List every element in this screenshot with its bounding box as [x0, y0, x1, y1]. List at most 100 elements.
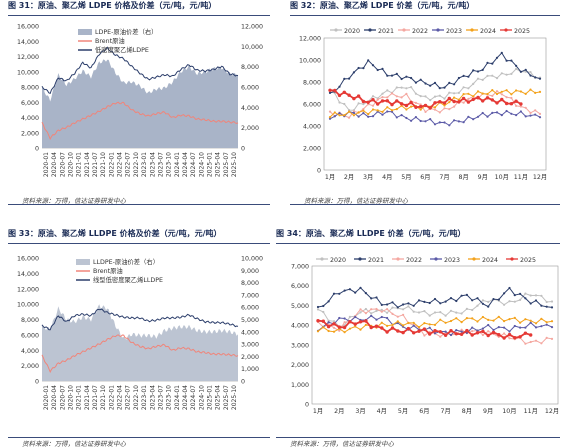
data-point	[503, 292, 506, 295]
data-point	[424, 120, 427, 123]
data-point	[455, 311, 458, 314]
x-tick-label: 2020-07	[59, 385, 66, 410]
legend-swatch	[78, 29, 92, 35]
legend-label: 线型低密度聚乙烯LLDPE	[93, 275, 163, 284]
x-tick-label: 2020-01	[43, 385, 50, 410]
data-point	[455, 317, 458, 320]
data-point	[500, 114, 503, 117]
data-point	[423, 300, 426, 303]
data-point	[504, 101, 509, 106]
data-point	[500, 51, 503, 55]
legend-marker	[368, 28, 372, 32]
data-point	[462, 121, 465, 124]
data-point	[414, 92, 417, 95]
data-point	[391, 306, 394, 309]
data-point	[390, 326, 395, 330]
data-point	[503, 320, 506, 323]
data-point	[337, 93, 342, 98]
data-point	[396, 320, 399, 323]
data-point	[412, 331, 416, 335]
data-point	[524, 115, 527, 118]
data-point	[386, 96, 389, 99]
data-point	[524, 297, 527, 300]
x-tick-label: 10月	[502, 407, 516, 415]
y-tick-label: 2,000	[291, 362, 309, 369]
legend-label: 2025	[514, 28, 530, 35]
data-point	[491, 74, 494, 77]
x-tick-label: 2023-07	[157, 152, 164, 177]
panel-fig33: 图 33：原油、聚乙烯 LLDPE 价格及价差（元/吨，元/吨） 0 2,000 4…	[8, 228, 270, 448]
data-point	[338, 316, 341, 320]
data-point	[322, 326, 325, 329]
data-point	[422, 327, 427, 331]
data-point	[343, 77, 346, 80]
chart-fig31: 0 2,000 4,000 6,000 8,000 10,000 12,000 14,000 1…	[17, 24, 263, 178]
y-tick-label: 10,000	[17, 69, 39, 76]
x-tick-label: 2022-04	[117, 152, 124, 177]
data-point	[338, 85, 341, 88]
x-tick-label: 2024-01	[174, 152, 181, 177]
data-point	[476, 320, 479, 323]
data-point	[386, 110, 389, 113]
x-tick-label: 2月	[334, 407, 344, 415]
legend-marker	[334, 28, 338, 32]
data-point	[371, 98, 375, 102]
data-point	[381, 110, 384, 113]
y2-tick-label: 3,000	[241, 342, 259, 349]
data-point	[357, 102, 360, 105]
y-tick-label: 0	[305, 402, 309, 409]
x-tick-label: 1月	[325, 173, 335, 181]
y2-tick-label: 6,000	[241, 85, 259, 92]
data-point	[524, 292, 527, 295]
data-point	[322, 310, 325, 314]
series-line	[41, 308, 239, 331]
data-point	[476, 297, 479, 300]
y-tick-label: 8,000	[21, 317, 39, 324]
data-point	[362, 107, 365, 111]
data-point	[370, 308, 373, 311]
data-point	[524, 326, 527, 329]
data-point	[538, 112, 542, 115]
legend-marker	[504, 28, 508, 32]
data-point	[444, 321, 447, 324]
data-point	[343, 102, 346, 106]
x-tick-label: 2021-01	[76, 385, 83, 410]
x-tick-label: 2020-07	[59, 152, 66, 177]
y2-tick-label: 7,000	[241, 292, 259, 299]
x-tick-label: 3月	[355, 407, 365, 415]
y-tick-label: 4,000	[21, 115, 39, 122]
data-point	[395, 99, 399, 103]
data-point	[405, 92, 408, 95]
y-tick-label: 6,000	[303, 102, 321, 109]
data-point	[465, 293, 468, 296]
data-point	[396, 315, 399, 318]
x-tick-label: 2025-01	[206, 385, 213, 410]
data-point	[519, 70, 522, 73]
data-point	[405, 87, 408, 90]
data-point	[352, 71, 355, 74]
source-note: 资料来源：万得，信达证券研发中心	[22, 440, 126, 448]
data-point	[448, 101, 451, 104]
data-point	[448, 108, 451, 111]
data-point	[487, 300, 490, 303]
data-point	[333, 88, 337, 93]
data-point	[519, 110, 522, 113]
data-point	[515, 89, 518, 92]
data-point	[472, 95, 475, 98]
data-point	[400, 114, 403, 117]
x-tick-label: 2021-04	[84, 152, 91, 177]
data-point	[519, 102, 523, 106]
y2-tick-label: 5,000	[241, 317, 259, 324]
data-point	[400, 77, 403, 81]
y2-tick-label: 6,000	[241, 305, 259, 312]
x-tick-label: 10月	[495, 173, 509, 181]
data-point	[428, 106, 432, 110]
data-point	[348, 288, 351, 291]
data-point	[476, 90, 480, 93]
x-tick-label: 2021-07	[92, 385, 99, 410]
data-point	[465, 317, 468, 320]
data-point	[396, 306, 399, 309]
panel-title: 图 32：原油、聚乙烯 LDPE 价差（元/吨，元/吨）	[290, 0, 560, 16]
data-point	[462, 93, 465, 96]
data-point	[423, 310, 426, 313]
